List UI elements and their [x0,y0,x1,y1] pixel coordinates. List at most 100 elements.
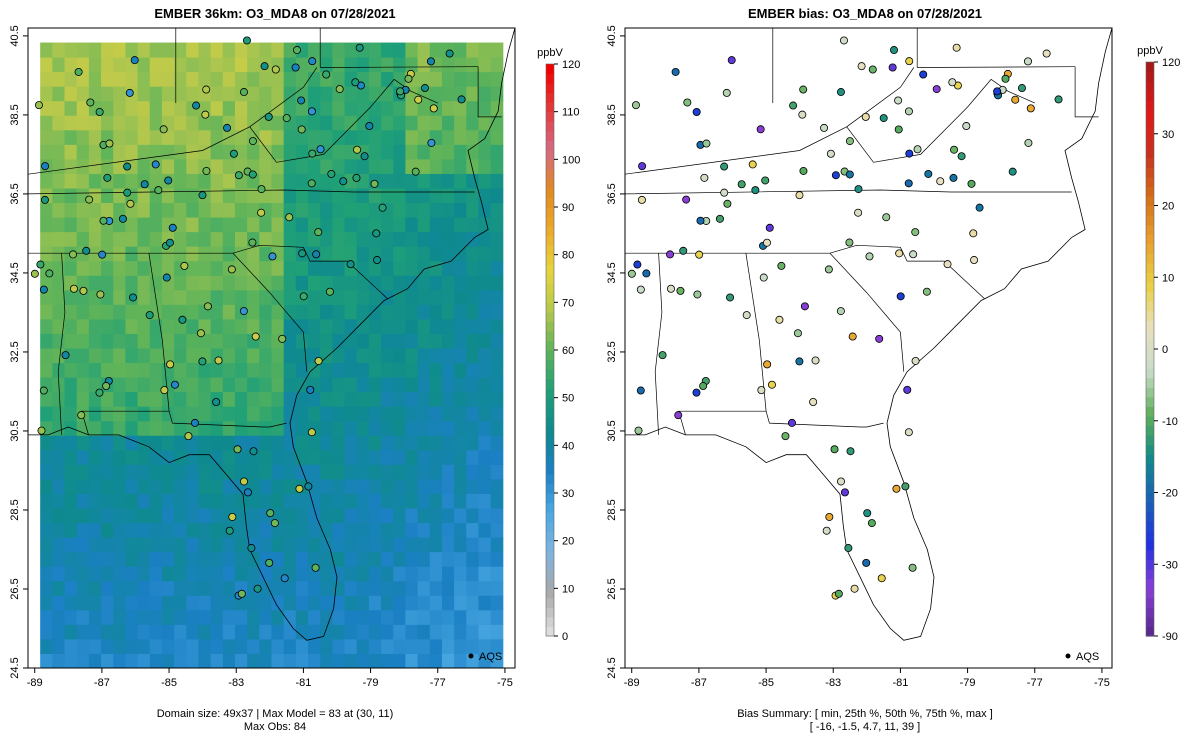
obs-site-marker [327,169,336,178]
model-cell [101,566,114,582]
model-cell [234,57,248,73]
obs-site-marker [98,250,107,259]
model-cell [259,435,272,451]
model-cell [429,595,443,611]
model-cell [88,609,102,625]
model-cell [76,304,90,320]
model-cell [149,406,163,422]
model-cell [429,522,443,538]
model-cell [88,566,102,582]
model-cell [88,260,102,276]
model-cell [113,231,126,247]
model-cell [454,275,467,291]
model-cell [429,42,443,58]
model-cell [308,537,321,553]
model-cell [308,188,321,204]
model-cell [344,289,358,305]
bias-site-marker [831,171,840,180]
model-cell [271,638,285,654]
model-cell [76,624,90,640]
model-cell [113,551,126,567]
model-cell [320,86,333,102]
model-cell [368,580,382,596]
model-cell [210,217,224,233]
bias-site-marker [1008,167,1017,176]
model-cell [222,624,236,640]
model-cell [149,246,163,262]
model-cell [137,246,151,262]
model-cell [368,537,382,553]
model-cell [393,246,406,262]
model-cell [64,115,78,131]
model-cell [125,71,139,87]
model-cell [161,537,175,553]
model-cell [40,173,53,189]
model-cell [76,275,90,291]
model-cell [332,522,346,538]
model-cell [405,304,419,320]
obs-site-marker [339,177,348,186]
model-cell [113,522,126,538]
right-y-tick-label: 36.5 [606,183,618,204]
model-cell [332,435,346,451]
model-cell [101,57,114,73]
obs-site-marker [312,250,321,259]
model-cell [222,638,236,654]
model-cell [259,391,272,407]
model-cell [429,508,443,524]
model-cell [64,304,78,320]
model-cell [405,144,419,160]
model-cell [76,202,90,218]
model-cell [368,551,382,567]
model-cell [320,115,333,131]
left-colorbar-tick-label: 40 [562,440,574,452]
model-cell [76,638,90,654]
model-cell [125,464,139,480]
model-cell [64,231,78,247]
left-y-tick-label: 24.5 [9,657,21,678]
model-cell [344,304,358,320]
model-cell [52,173,66,189]
model-cell [308,595,321,611]
left-colorbar-tick-label: 120 [562,59,580,71]
model-cell [222,595,236,611]
model-cell [259,144,272,160]
model-cell [271,493,285,509]
model-cell [247,42,260,58]
model-cell [429,173,443,189]
model-cell [101,202,114,218]
model-cell [356,217,370,233]
model-cell [381,566,394,582]
model-cell [125,231,139,247]
bias-site-marker [777,261,786,270]
model-cell [247,115,260,131]
model-cell [234,624,248,640]
left-state-border [232,252,308,372]
model-cell [271,260,285,276]
model-cell [174,304,187,320]
right-colorbar-segment [1146,607,1154,618]
left-colorbar-segment [546,407,554,418]
bias-site-marker [702,139,711,148]
model-cell [149,609,163,625]
model-cell [198,362,212,378]
model-cell [308,42,321,58]
right-colorbar-segment [1146,368,1154,379]
model-cell [113,377,126,393]
model-cell [149,653,163,669]
model-cell [454,377,467,393]
model-cell [88,406,102,422]
model-cell [381,217,394,233]
model-cell [137,580,151,596]
bias-site-marker [762,238,771,247]
model-cell [441,537,455,553]
model-cell [332,609,346,625]
model-cell [295,580,309,596]
model-cell [222,362,236,378]
model-cell [259,609,272,625]
model-cell [259,638,272,654]
obs-site-marker [346,260,355,269]
model-cell [308,318,321,334]
model-cell [137,522,151,538]
model-cell [271,275,285,291]
